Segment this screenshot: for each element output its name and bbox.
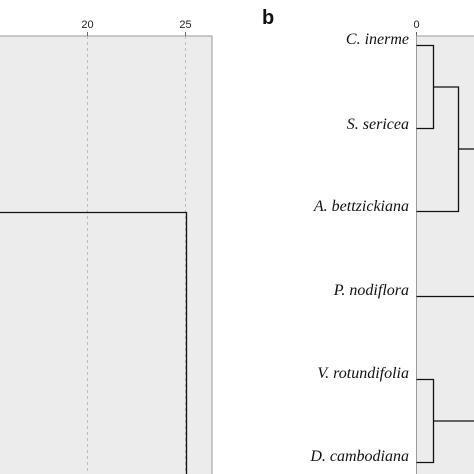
panel-a-dendrogram-branch — [0, 211, 188, 474]
panel-b: b 0 C. inerme S. sericea A. bettzickiana… — [262, 7, 474, 474]
taxon-label-d-cambodiana: D. cambodiana — [309, 448, 409, 465]
taxon-label-c-inerme: C. inerme — [346, 31, 409, 48]
panel-a-tick-label-20: 20 — [81, 19, 93, 31]
taxon-label-p-nodiflora: P. nodiflora — [333, 282, 409, 299]
taxon-label-v-rotundifolia: V. rotundifolia — [317, 365, 409, 382]
panel-b-label: b — [262, 7, 274, 29]
panel-a-plot-area — [0, 35, 213, 474]
panel-a: 20 25 — [0, 19, 213, 474]
panel-b-tick-label-0: 0 — [413, 19, 419, 31]
panel-a-tick-label-25: 25 — [179, 19, 191, 31]
taxon-label-a-bettzickiana: A. bettzickiana — [313, 198, 409, 215]
taxon-label-s-sericea: S. sericea — [347, 116, 409, 133]
panel-b-plot-area — [416, 35, 474, 474]
